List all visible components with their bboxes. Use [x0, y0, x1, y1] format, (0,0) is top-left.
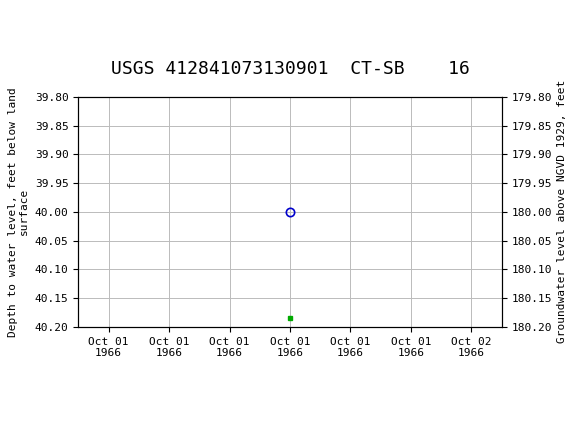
Y-axis label: Groundwater level above NGVD 1929, feet: Groundwater level above NGVD 1929, feet [557, 80, 567, 344]
Text: USGS: USGS [32, 13, 109, 37]
Text: USGS 412841073130901  CT-SB    16: USGS 412841073130901 CT-SB 16 [111, 60, 469, 78]
Y-axis label: Depth to water level, feet below land
surface: Depth to water level, feet below land su… [8, 87, 29, 337]
Text: ≡: ≡ [7, 10, 32, 39]
